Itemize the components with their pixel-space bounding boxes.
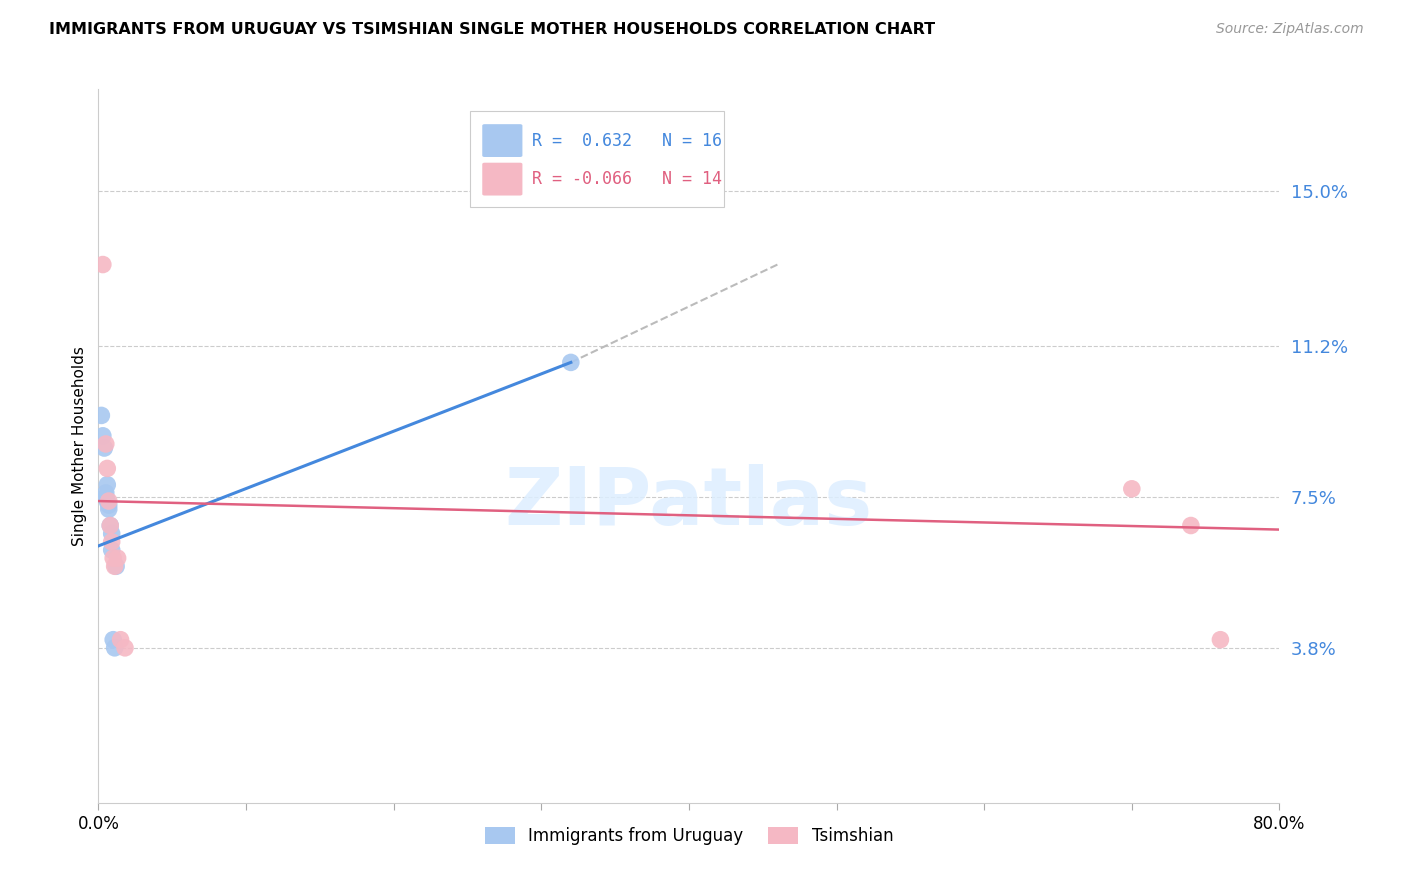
Point	[1209, 632, 1232, 647]
Point	[97, 498, 120, 512]
Point	[98, 518, 121, 533]
Legend: Immigrants from Uruguay, Tsimshian: Immigrants from Uruguay, Tsimshian	[478, 820, 900, 852]
Text: R = -0.066   N = 14: R = -0.066 N = 14	[531, 170, 721, 188]
Point	[98, 518, 121, 533]
Point	[107, 551, 129, 566]
Point	[97, 494, 120, 508]
Point	[91, 429, 114, 443]
Point	[96, 494, 118, 508]
Point	[104, 640, 127, 655]
Point	[90, 409, 112, 423]
Point	[100, 526, 122, 541]
Point	[94, 437, 117, 451]
Point	[1121, 482, 1143, 496]
Point	[1180, 518, 1202, 533]
Point	[103, 551, 125, 566]
Point	[104, 559, 127, 574]
Point	[100, 534, 122, 549]
Point	[103, 632, 125, 647]
Point	[96, 461, 118, 475]
Text: R =  0.632   N = 16: R = 0.632 N = 16	[531, 132, 721, 150]
FancyBboxPatch shape	[471, 111, 724, 207]
Text: Source: ZipAtlas.com: Source: ZipAtlas.com	[1216, 22, 1364, 37]
Point	[93, 441, 115, 455]
Text: IMMIGRANTS FROM URUGUAY VS TSIMSHIAN SINGLE MOTHER HOUSEHOLDS CORRELATION CHART: IMMIGRANTS FROM URUGUAY VS TSIMSHIAN SIN…	[49, 22, 935, 37]
Y-axis label: Single Mother Households: Single Mother Households	[72, 346, 87, 546]
Point	[94, 486, 117, 500]
Point	[105, 559, 128, 574]
Point	[110, 632, 132, 647]
Point	[94, 490, 117, 504]
Point	[97, 502, 120, 516]
Point	[100, 543, 122, 558]
Point	[91, 258, 114, 272]
Point	[114, 640, 136, 655]
Point	[560, 355, 582, 369]
FancyBboxPatch shape	[482, 162, 523, 195]
FancyBboxPatch shape	[482, 124, 523, 157]
Point	[96, 477, 118, 491]
Text: ZIPatlas: ZIPatlas	[505, 464, 873, 542]
